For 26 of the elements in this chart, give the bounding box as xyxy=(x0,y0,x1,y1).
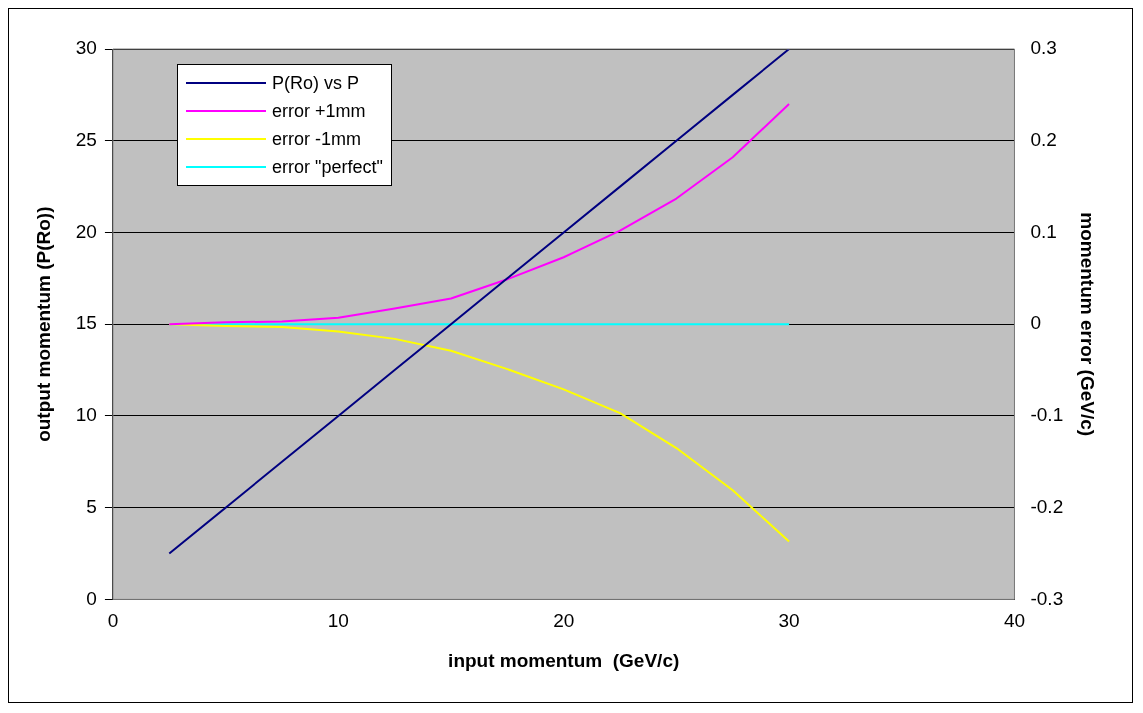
y-tick-label: 0 xyxy=(86,587,97,609)
y-tick-label: 15 xyxy=(75,312,97,334)
x-tick-label: 0 xyxy=(107,610,119,632)
y2-tick-label: -0.3 xyxy=(1030,587,1064,609)
y-axis-title: output momentum (P(Ro)) xyxy=(32,206,54,442)
legend-label: error -1mm xyxy=(272,128,361,150)
x-tick-label: 20 xyxy=(553,610,575,632)
legend-label: P(Ro) vs P xyxy=(272,72,360,94)
y-tick-label: 30 xyxy=(75,37,97,59)
legend-label: error +1mm xyxy=(272,100,366,122)
y2-tick-label: -0.2 xyxy=(1030,495,1064,517)
y-tick-label: 5 xyxy=(86,495,97,517)
x-axis-title: input momentum (GeV/c) xyxy=(448,649,680,671)
y-tick-label: 20 xyxy=(75,220,97,242)
x-tick-label: 30 xyxy=(778,610,800,632)
y-tick-label: 10 xyxy=(75,404,97,426)
legend-label: error "perfect" xyxy=(272,156,383,178)
y2-tick-label: -0.1 xyxy=(1030,404,1064,426)
x-tick-label: 40 xyxy=(1003,610,1026,632)
y2-tick-label: 0.3 xyxy=(1030,37,1057,59)
y2-tick-label: 0.1 xyxy=(1030,220,1057,242)
y-tick-label: 25 xyxy=(75,128,97,150)
y2-tick-label: 0.2 xyxy=(1030,128,1057,150)
y2-axis-title: momentum error (GeV/c) xyxy=(1077,212,1099,437)
x-tick-label: 10 xyxy=(327,610,349,632)
y2-tick-label: 0 xyxy=(1030,312,1042,334)
